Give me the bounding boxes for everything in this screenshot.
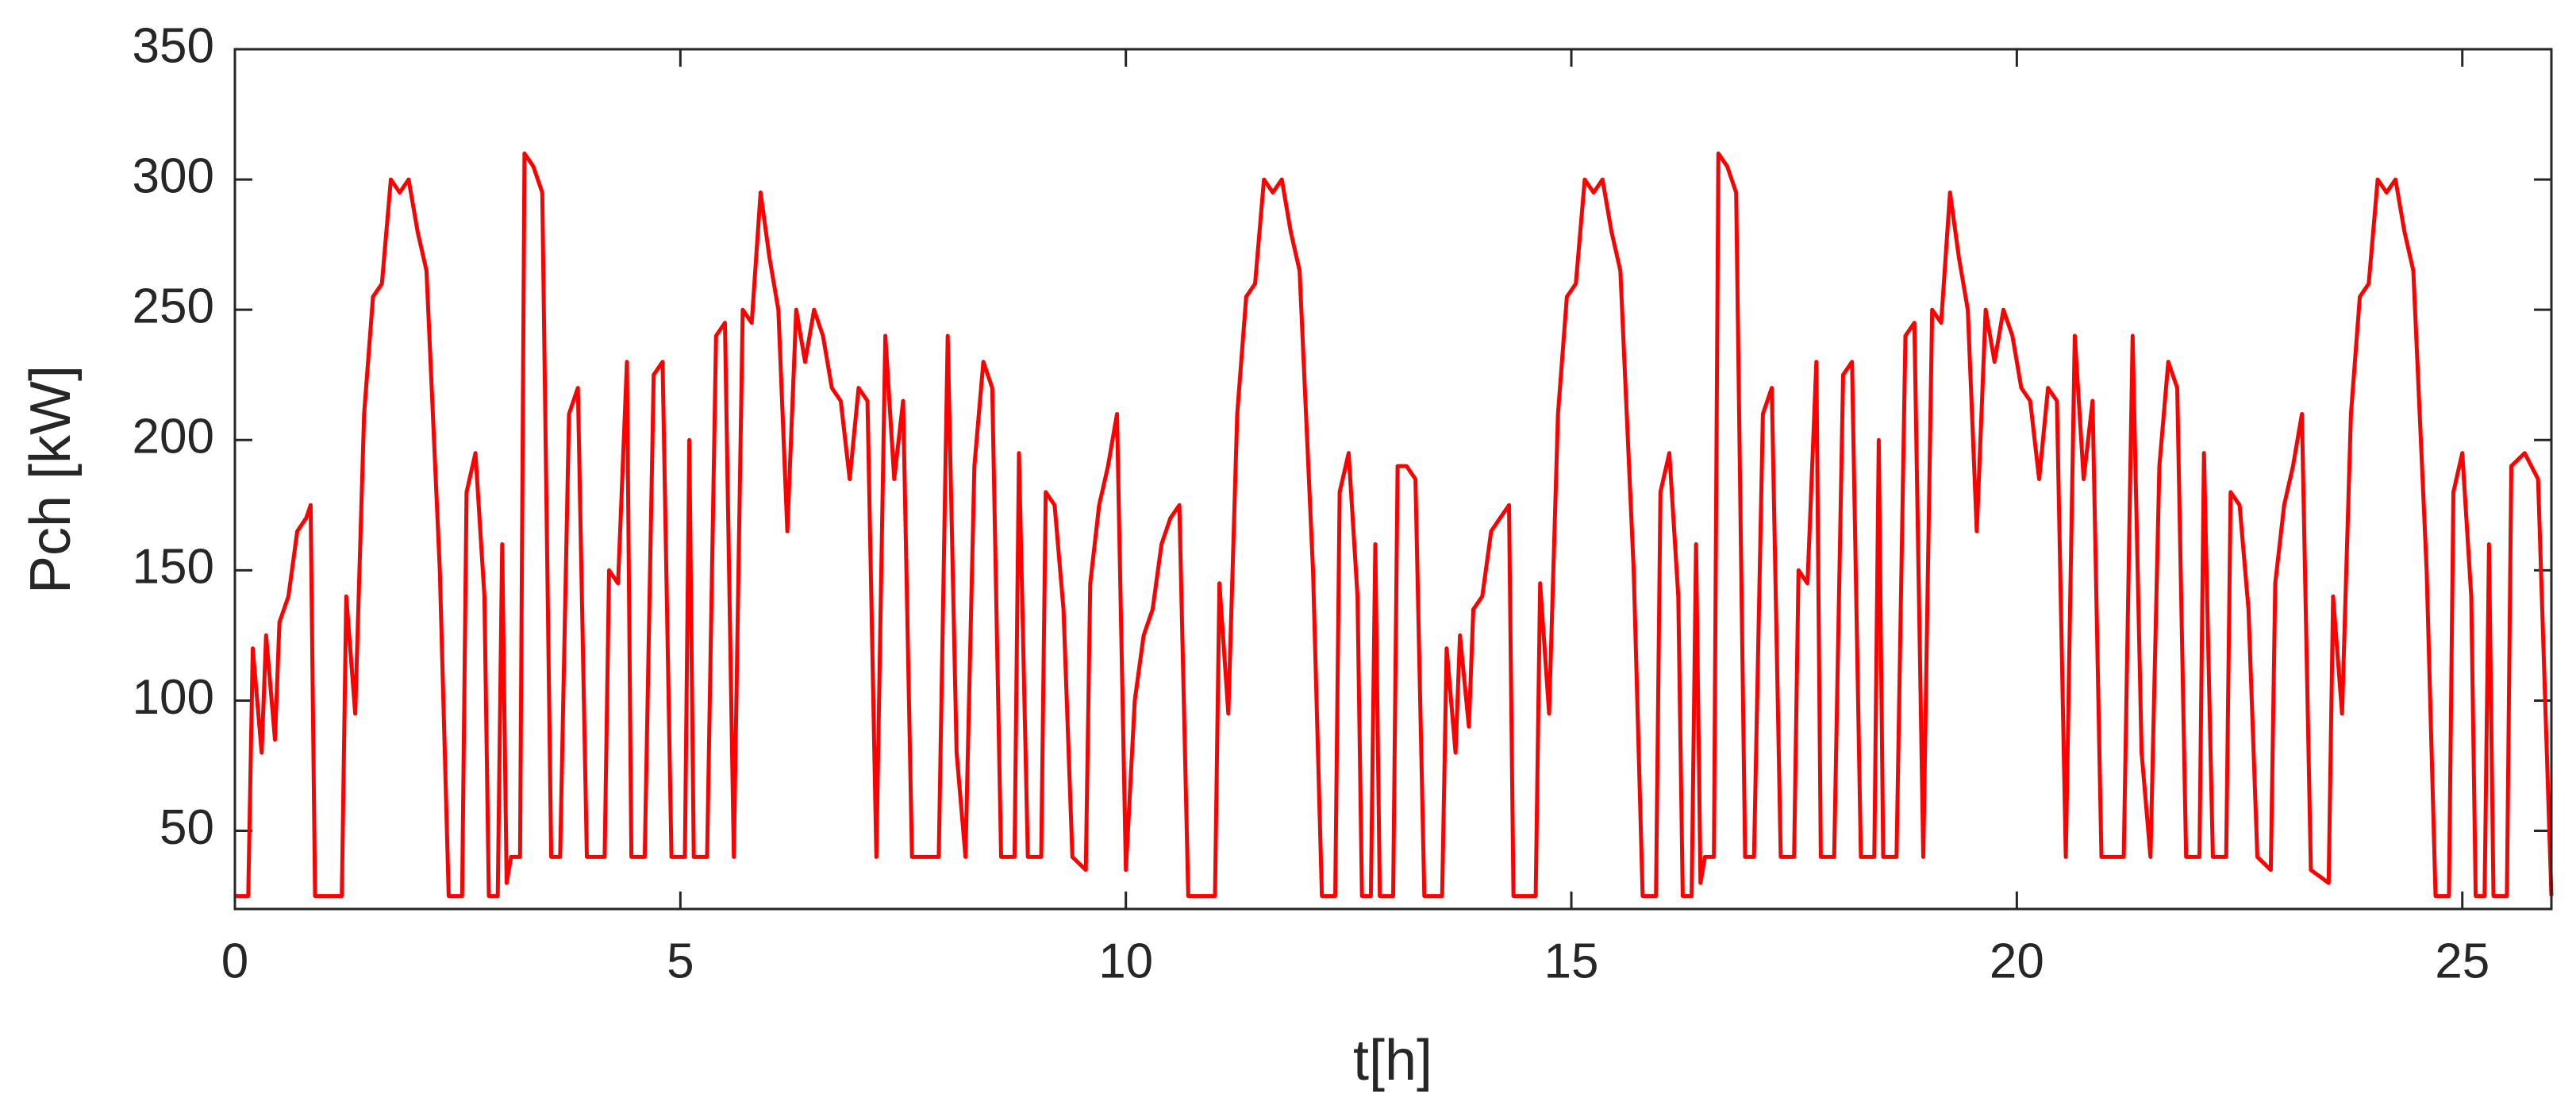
x-tick-label: 0	[221, 934, 248, 988]
y-tick-label: 100	[133, 670, 214, 725]
y-tick-label: 300	[133, 148, 214, 203]
plot-frame	[233, 48, 2553, 911]
x-tick-label: 10	[1098, 934, 1153, 988]
y-tick-label: 50	[160, 800, 214, 855]
x-axis-label: t[h]	[1353, 1029, 1432, 1092]
y-tick-label: 200	[133, 410, 214, 464]
x-tick-label: 5	[667, 934, 694, 988]
x-tick-label: 15	[1544, 934, 1599, 988]
x-tick-label: 20	[1990, 934, 2044, 988]
y-tick-label: 150	[133, 540, 214, 595]
y-axis-label: Pch [kW]	[19, 365, 83, 594]
x-tick-label: 25	[2435, 934, 2489, 988]
y-tick-label: 250	[133, 279, 214, 334]
data-line	[235, 151, 2554, 899]
y-tick-label: 350	[133, 18, 214, 73]
